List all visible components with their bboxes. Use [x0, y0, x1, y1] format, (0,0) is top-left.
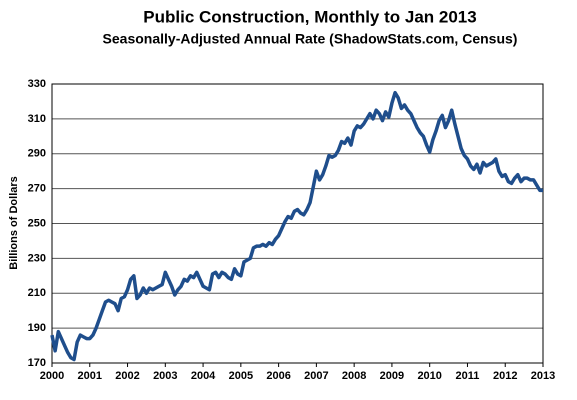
x-tick-label: 2013 — [531, 370, 555, 382]
x-tick-label: 2007 — [304, 370, 328, 382]
x-tick-label: 2009 — [380, 370, 404, 382]
y-tick-label: 170 — [28, 357, 46, 369]
x-tick-label: 2003 — [153, 370, 177, 382]
x-tick-label: 2002 — [115, 370, 139, 382]
chart-subtitle: Seasonally-Adjusted Annual Rate (ShadowS… — [103, 31, 518, 47]
y-tick-label: 210 — [28, 287, 46, 299]
chart-title: Public Construction, Monthly to Jan 2013 — [143, 7, 476, 26]
y-tick-label: 230 — [28, 252, 46, 264]
x-tick-label: 2008 — [342, 370, 366, 382]
x-tick-label: 2006 — [266, 370, 290, 382]
y-tick-label: 290 — [28, 148, 46, 160]
y-tick-label: 250 — [28, 217, 46, 229]
y-axis-label: Billions of Dollars — [8, 176, 20, 270]
y-tick-label: 190 — [28, 322, 46, 334]
x-tick-label: 2005 — [229, 370, 253, 382]
x-tick-label: 2000 — [40, 370, 64, 382]
y-tick-label: 270 — [28, 183, 46, 195]
x-tick-label: 2010 — [417, 370, 441, 382]
plot-border — [51, 83, 544, 364]
x-tick-label: 2011 — [456, 370, 480, 382]
data-line — [50, 90, 543, 362]
x-tick-label: 2012 — [493, 370, 517, 382]
x-tick-label: 2004 — [191, 370, 216, 382]
x-tick-label: 2001 — [78, 370, 102, 382]
y-tick-label: 330 — [28, 78, 46, 90]
y-tick-label: 310 — [28, 113, 46, 125]
